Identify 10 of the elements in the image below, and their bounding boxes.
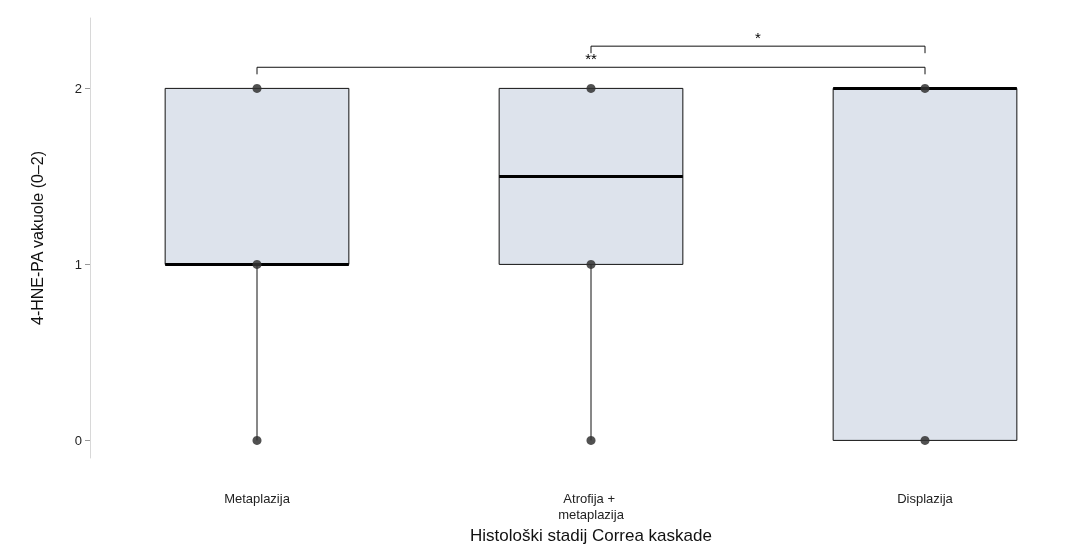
- x-tick-label: Displazija: [897, 490, 954, 506]
- x-tick-label: Metaplazija: [224, 490, 291, 506]
- y-tick-label: 0: [74, 432, 82, 448]
- annotation: **: [585, 50, 597, 68]
- x-axis-title: Histološki stadij Correa kaskade: [470, 525, 712, 545]
- annotation: *: [755, 29, 762, 47]
- y-tick-label: 2: [74, 80, 82, 96]
- y-tick-label: 1: [74, 256, 82, 272]
- y-axis-title: 4-HNE-PA vakuole (0–2): [28, 151, 46, 325]
- x-tick-label: Atrofija + metaplazija: [558, 490, 625, 522]
